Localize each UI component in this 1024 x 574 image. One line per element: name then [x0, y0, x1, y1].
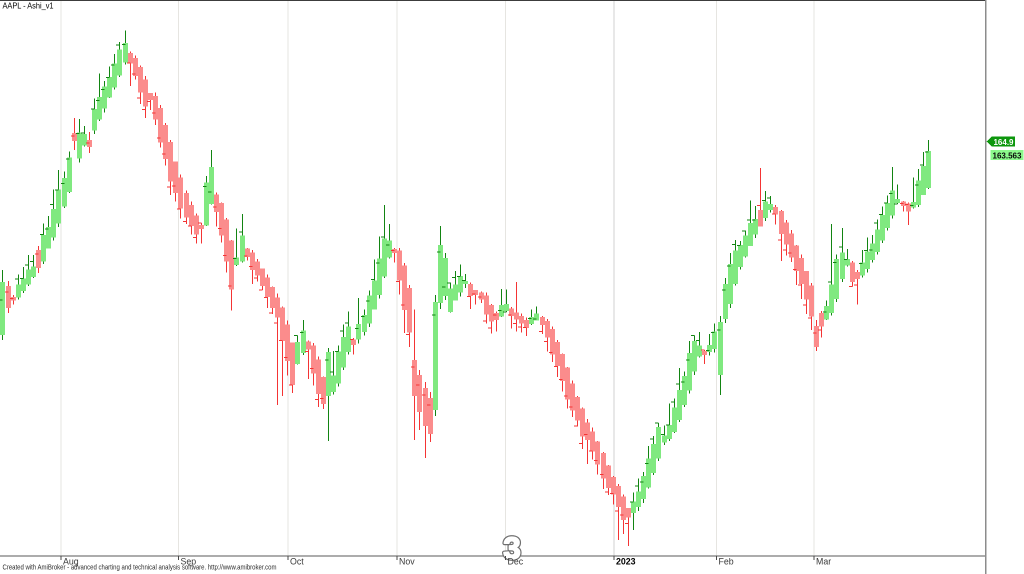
svg-text:Aug: Aug: [63, 557, 79, 567]
svg-text:2023: 2023: [616, 557, 636, 567]
svg-text:Sep: Sep: [181, 557, 197, 567]
svg-text:3: 3: [503, 531, 520, 566]
svg-text:AAPL - Ashi_v1: AAPL - Ashi_v1: [3, 2, 55, 11]
svg-text:3: 3: [503, 531, 520, 566]
svg-text:Feb: Feb: [719, 557, 734, 567]
svg-text:Nov: Nov: [399, 557, 415, 567]
svg-text:163.563: 163.563: [993, 151, 1022, 160]
svg-text:Created with AmiBroker - advan: Created with AmiBroker - advanced charti…: [3, 563, 277, 572]
svg-text:Mar: Mar: [816, 557, 831, 567]
svg-text:164.9: 164.9: [993, 138, 1014, 147]
svg-text:Oct: Oct: [290, 557, 304, 567]
svg-text:Dec: Dec: [508, 557, 524, 567]
